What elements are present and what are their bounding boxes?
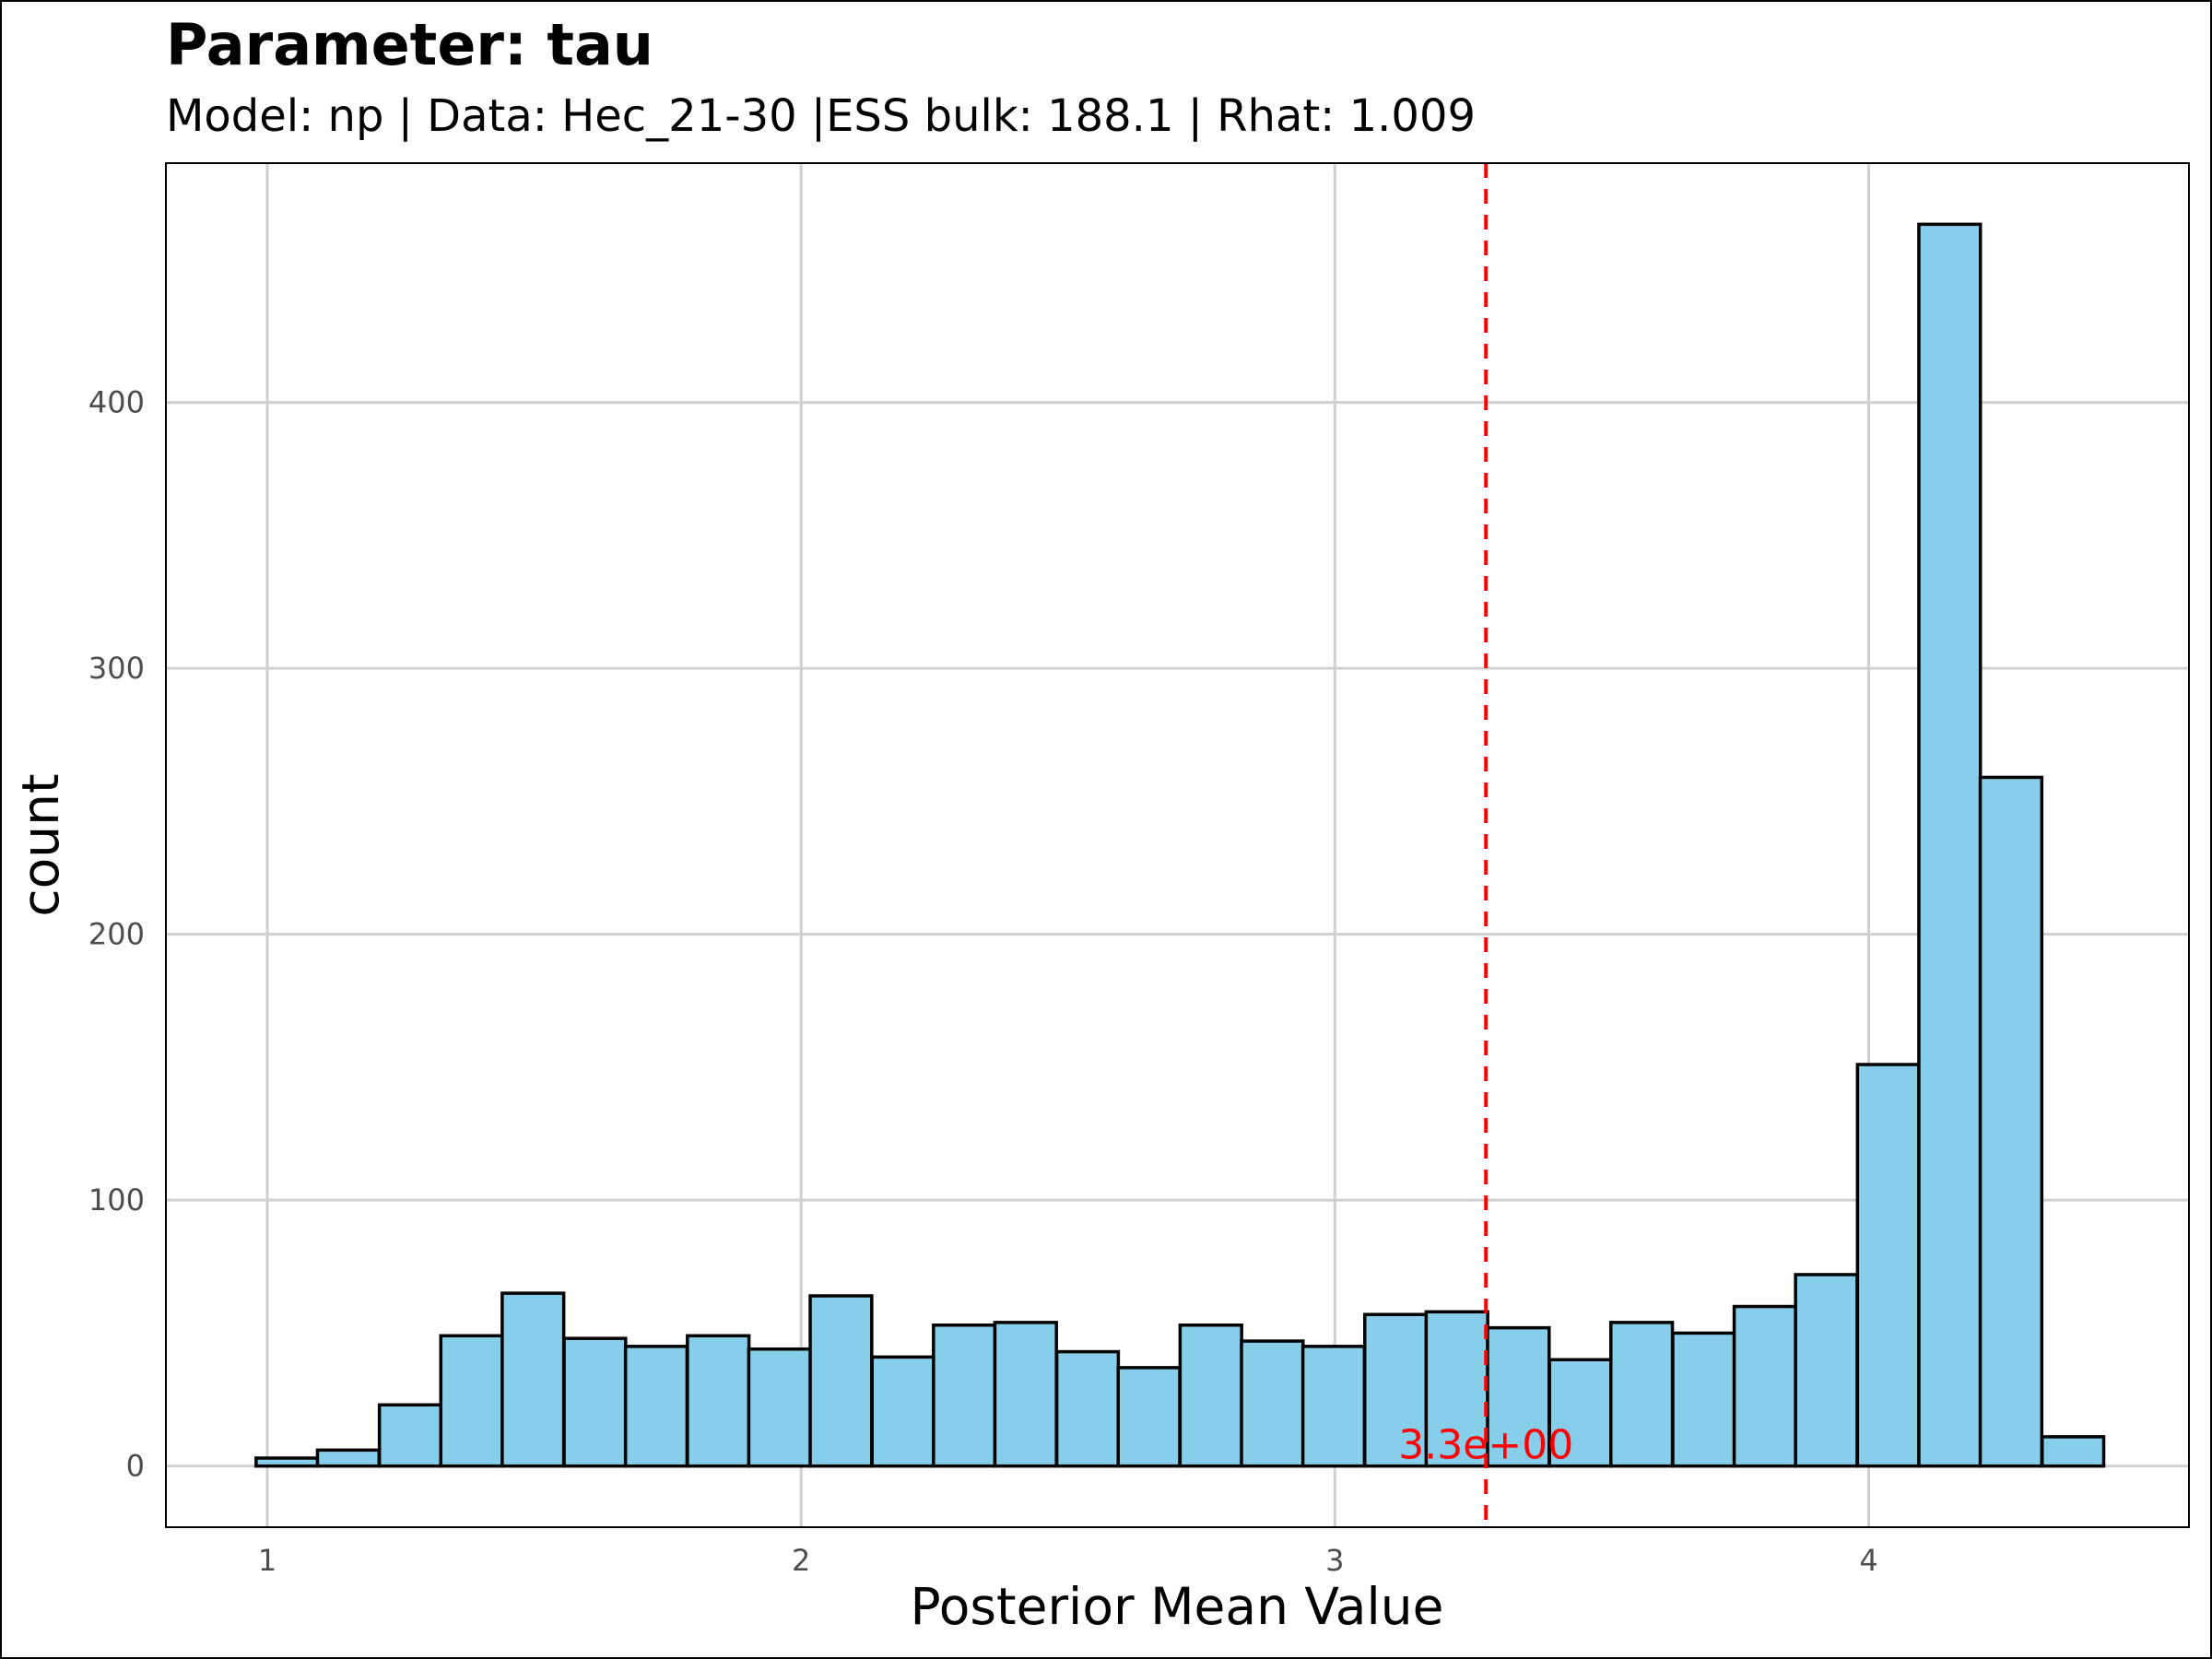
gridlines (166, 163, 2189, 1527)
histogram-bar (500, 1291, 566, 1468)
x-tick-label: 4 (1859, 1543, 1877, 1578)
histogram-bar (562, 1336, 628, 1468)
chart-subtitle: Model: np | Data: Hec_21-30 |ESS bulk: 1… (166, 90, 1476, 142)
histogram-bar (1978, 775, 2044, 1468)
histogram-bar (1424, 1310, 1489, 1468)
histogram-bar (1794, 1273, 1859, 1468)
histogram-bar (1054, 1349, 1121, 1468)
histogram-bar (1178, 1323, 1243, 1468)
reference-line-label: 3.3e+00 (1398, 1422, 1573, 1469)
y-tick-label: 300 (88, 651, 145, 686)
histogram-bar (1240, 1339, 1305, 1468)
histogram-bar (1363, 1312, 1429, 1468)
histogram-bar (1917, 222, 1983, 1468)
y-axis-title: count (11, 773, 70, 916)
histogram-bar (2040, 1435, 2106, 1468)
y-axis-ticks: 0 100 200 300 400 (88, 385, 145, 1484)
histogram-bar (377, 1403, 443, 1468)
histogram-bar (1547, 1358, 1613, 1468)
histogram-bar (1486, 1325, 1551, 1468)
x-tick-label: 1 (258, 1543, 276, 1578)
histogram-bar (932, 1323, 997, 1468)
y-tick-label: 200 (88, 917, 145, 952)
histogram-bar (1671, 1331, 1736, 1468)
histogram-bar (1300, 1345, 1367, 1468)
y-tick-label: 0 (126, 1449, 145, 1484)
histogram-bar (439, 1334, 504, 1468)
x-tick-label: 2 (792, 1543, 810, 1578)
histogram-bar (254, 1456, 320, 1468)
histogram-bar (1732, 1304, 1798, 1468)
histogram-bar (993, 1321, 1058, 1468)
chart-title: Parameter: tau (166, 11, 653, 78)
histogram-bar (623, 1345, 689, 1468)
plot-panel-border (165, 162, 2190, 1528)
y-tick-label: 400 (88, 385, 145, 420)
histogram-bar (315, 1448, 382, 1468)
histogram-bar (1855, 1063, 1921, 1468)
histogram-bar (1609, 1321, 1675, 1468)
histogram-bar (686, 1334, 751, 1468)
histogram-bars (254, 222, 2106, 1468)
histogram-bar (1116, 1366, 1182, 1468)
histogram-bar (870, 1355, 935, 1468)
x-tick-label: 3 (1325, 1543, 1344, 1578)
y-tick-label: 100 (88, 1182, 145, 1218)
x-axis-title: Posterior Mean Value (911, 1577, 1444, 1636)
histogram-bar (808, 1294, 874, 1468)
reference-line-group: 3.3e+00 (1398, 163, 1573, 1527)
x-axis-ticks: 1 2 3 4 (258, 1543, 1878, 1578)
histogram-bar (747, 1347, 812, 1468)
